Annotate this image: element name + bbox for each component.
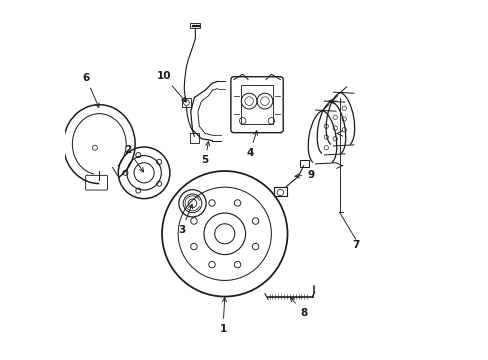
Text: 5: 5	[201, 141, 209, 165]
Text: 6: 6	[82, 73, 99, 107]
Text: 1: 1	[219, 298, 226, 334]
Text: 9: 9	[294, 170, 314, 180]
Bar	[300, 160, 308, 167]
Bar	[182, 98, 190, 107]
Bar	[190, 23, 200, 28]
Bar	[241, 85, 273, 125]
Text: 2: 2	[124, 144, 143, 172]
Text: 8: 8	[290, 297, 306, 318]
Text: 4: 4	[245, 131, 257, 158]
Text: 7: 7	[351, 239, 359, 249]
Bar	[190, 133, 198, 143]
Text: 3: 3	[178, 204, 192, 235]
Bar	[273, 187, 286, 196]
Text: 10: 10	[156, 71, 185, 102]
